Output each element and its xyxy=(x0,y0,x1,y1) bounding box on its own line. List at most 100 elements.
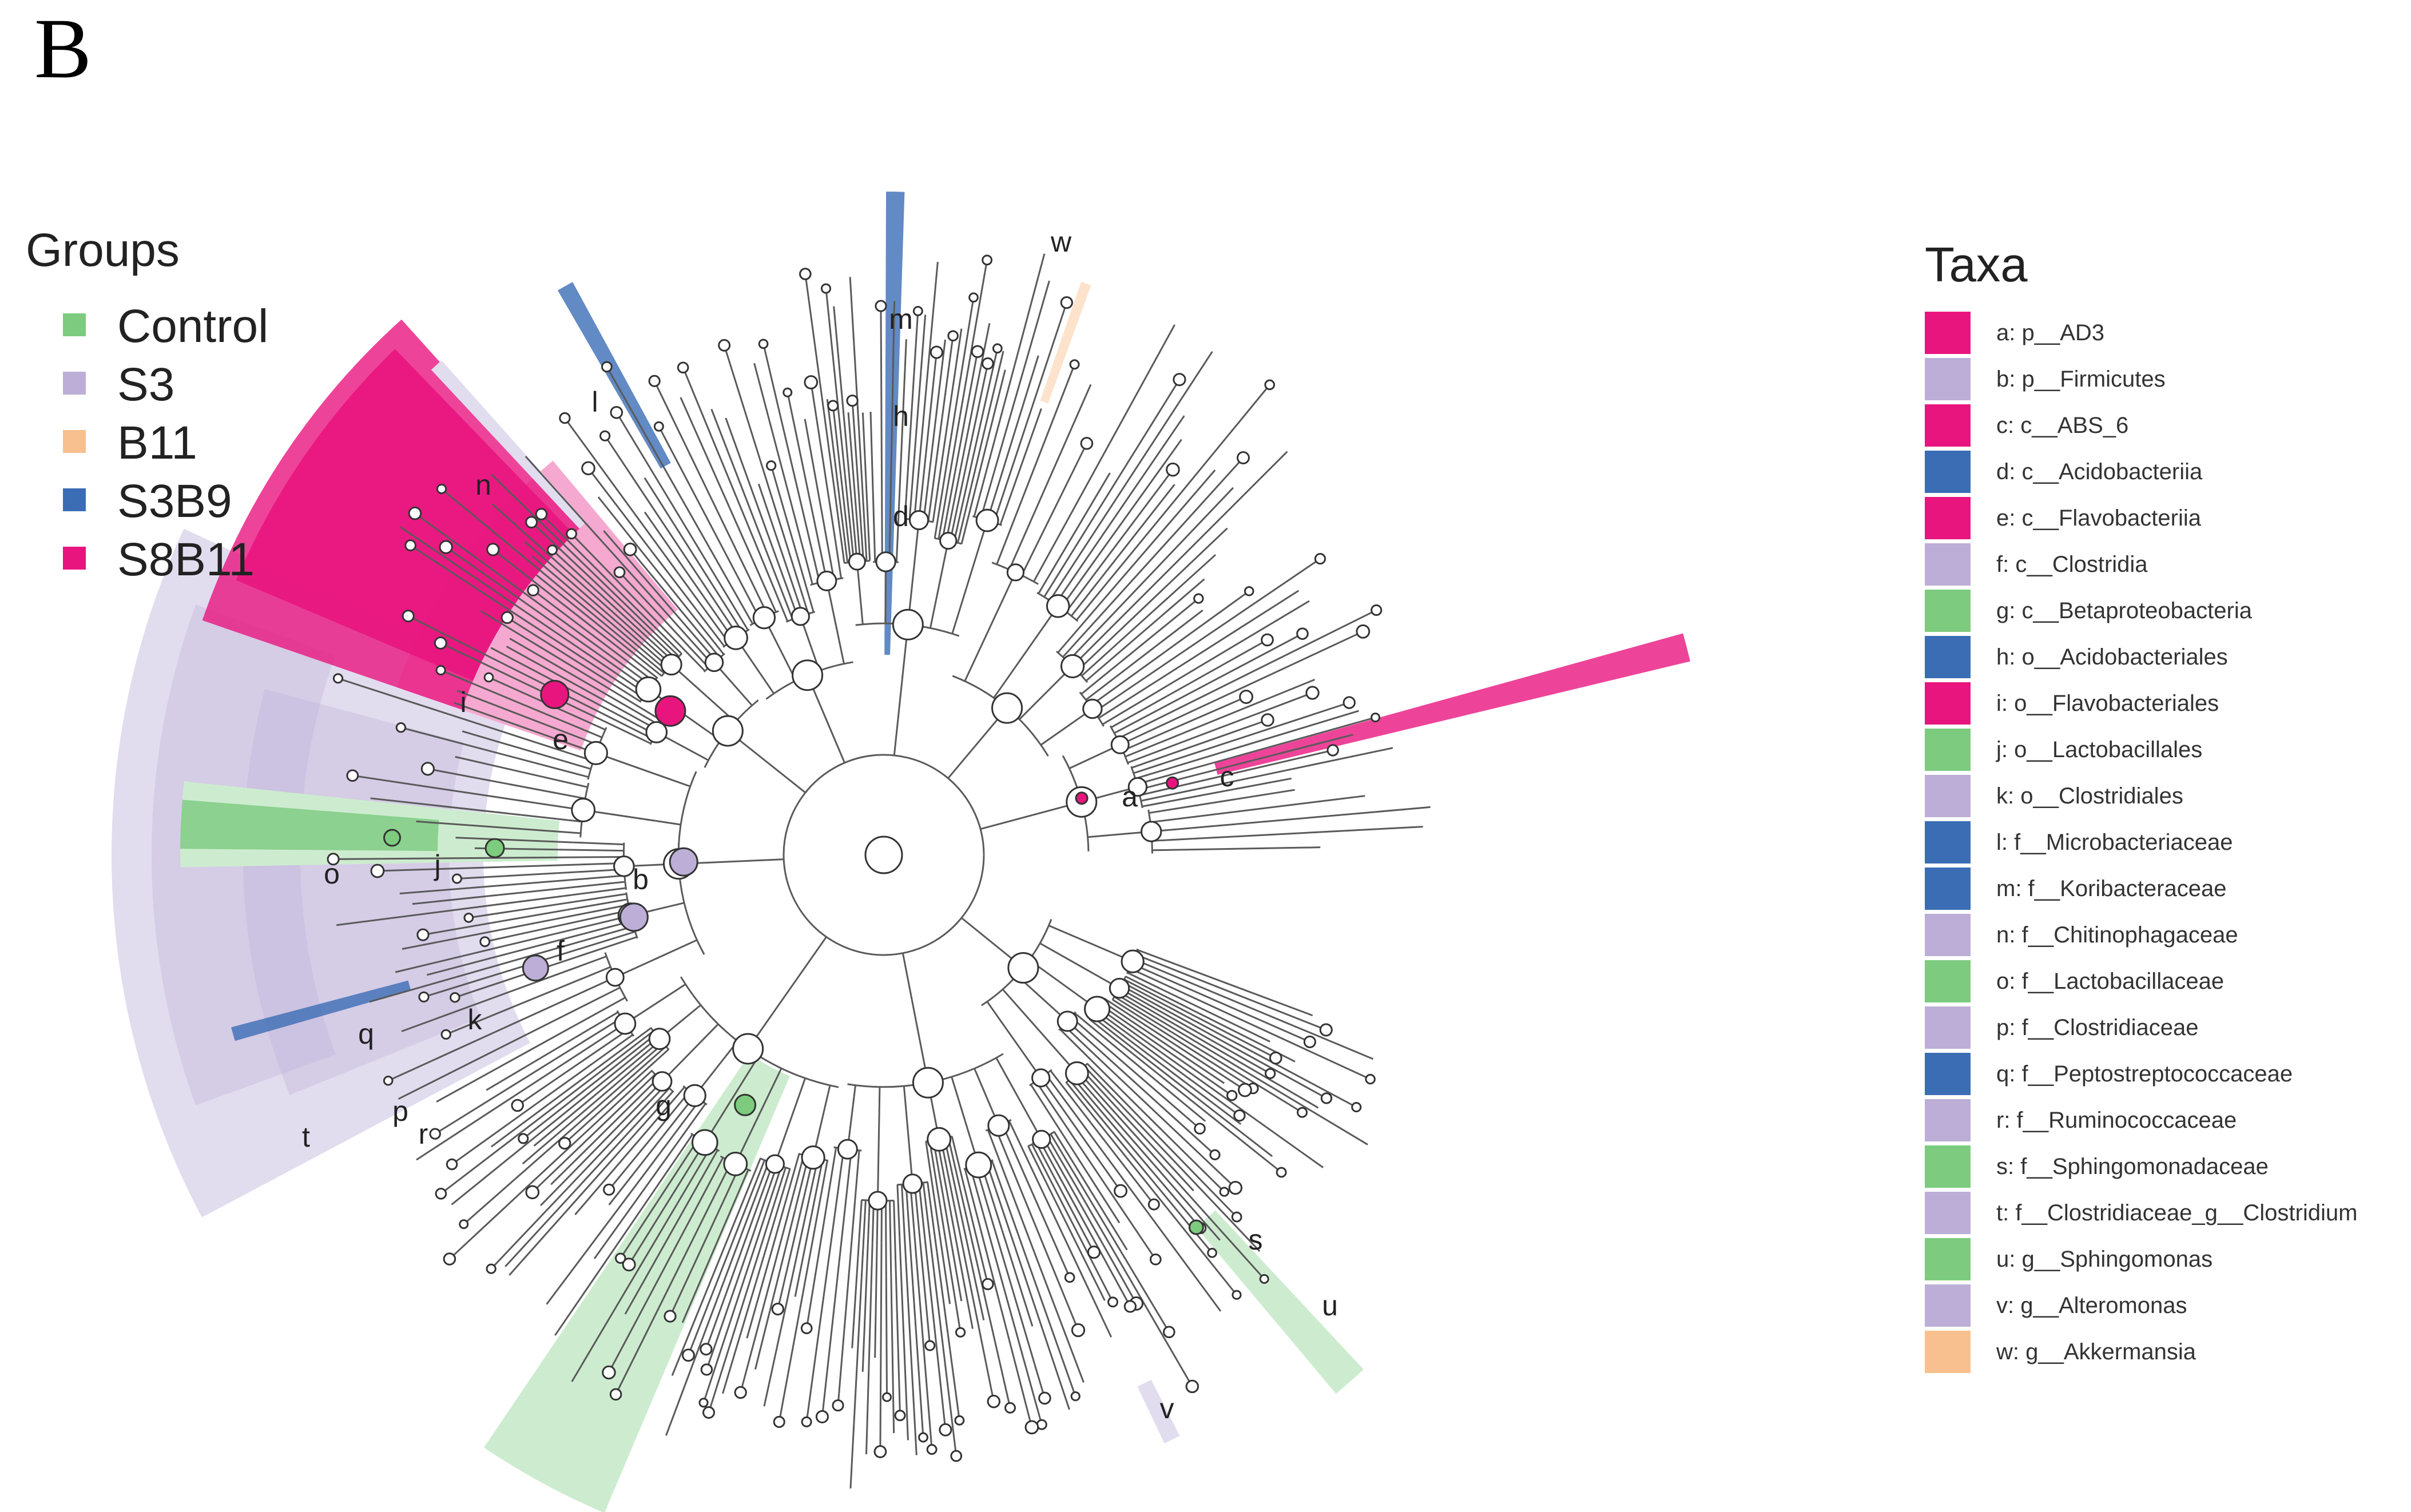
groups-legend-item: Control xyxy=(63,300,268,352)
tree-branch xyxy=(554,904,629,920)
tree-branch xyxy=(1175,1029,1368,1145)
tree-branch xyxy=(1127,972,1190,1004)
tree-branch xyxy=(525,456,673,620)
taxa-legend-item: t: f__Clostridiaceae_g__Clostridium xyxy=(1925,1192,2357,1234)
tree-branch xyxy=(932,486,939,522)
taxa-legend-label: s: f__Sphingomonadaceae xyxy=(1996,1154,2269,1179)
tree-node xyxy=(868,1191,888,1211)
tree-branch xyxy=(917,1224,931,1346)
tree-branch xyxy=(1048,925,1133,962)
taxa-swatch xyxy=(1925,1145,1971,1188)
tree-branch xyxy=(535,574,610,635)
tree-branch xyxy=(665,1227,745,1436)
clade-node-a xyxy=(1075,791,1089,805)
taxa-swatch xyxy=(1925,497,1971,539)
tree-branch xyxy=(660,1103,706,1167)
tree-branch xyxy=(416,820,503,829)
tree-branch xyxy=(1138,1047,1242,1125)
tree-branch xyxy=(427,932,589,976)
tree-branch xyxy=(468,899,587,919)
tree-branch xyxy=(993,605,1059,699)
tree-branch xyxy=(517,757,589,778)
tree-branch xyxy=(1087,1056,1225,1193)
tree-branch xyxy=(615,412,709,566)
tree-branch xyxy=(1103,469,1216,599)
tree-branch xyxy=(628,1183,681,1266)
tree-branch xyxy=(964,572,1016,682)
tree-branch xyxy=(1027,1145,1063,1215)
tree-node xyxy=(370,864,385,878)
tree-node xyxy=(1365,1073,1376,1085)
tree-branch xyxy=(669,1201,724,1317)
tree-node xyxy=(912,306,923,316)
tree-node xyxy=(894,1410,906,1422)
tree-branch xyxy=(1049,534,1094,601)
tree-branch xyxy=(635,1048,669,1079)
groups-legend: Groups Control S3 B11 S3B9 S8B11 xyxy=(26,224,268,586)
tree-branch xyxy=(807,675,846,763)
tree-node xyxy=(1232,1290,1242,1300)
tree-branch xyxy=(672,637,706,672)
tree-branch xyxy=(1020,524,1048,576)
tree-branch xyxy=(1019,665,1074,720)
clade-label-t: t xyxy=(302,1121,310,1153)
tree-node xyxy=(408,506,422,520)
tree-branch xyxy=(951,1076,980,1165)
tree-branch xyxy=(903,1086,913,1184)
tree-node xyxy=(908,510,930,531)
tree-branch xyxy=(1161,1052,1324,1168)
taxa-legend-label: w: g__Akkermansia xyxy=(1996,1339,2196,1364)
tree-branch xyxy=(1139,783,1187,797)
tree-branch xyxy=(710,408,767,551)
groups-legend-item: S3B9 xyxy=(63,475,232,527)
tree-branch xyxy=(705,1234,749,1350)
tree-branch xyxy=(876,1087,881,1201)
tree-node xyxy=(1207,1248,1217,1258)
tree-branch xyxy=(1110,695,1168,729)
tree-node xyxy=(1087,1246,1101,1259)
tree-node xyxy=(581,461,595,476)
group-swatch-s3b9 xyxy=(63,488,86,511)
tree-branch xyxy=(634,1087,670,1126)
tree-node xyxy=(947,330,959,342)
tree-branch xyxy=(370,797,521,816)
tree-node xyxy=(848,552,866,571)
tree-branch xyxy=(843,500,852,563)
tree-branch xyxy=(400,726,518,759)
tree-node xyxy=(583,741,608,765)
tree-branch xyxy=(614,939,698,978)
tree-node xyxy=(864,835,903,874)
tree-branch xyxy=(597,496,702,627)
tree-node xyxy=(434,636,447,650)
tree-branch xyxy=(950,351,979,493)
tree-branch xyxy=(454,702,543,735)
tree-branch xyxy=(876,1200,879,1262)
tree-branch xyxy=(436,1023,578,1103)
tree-branch xyxy=(1008,1184,1085,1383)
tree-branch xyxy=(694,1040,738,1096)
tree-branch xyxy=(889,301,896,487)
tree-node xyxy=(1032,1129,1051,1149)
tree-branch xyxy=(537,742,594,762)
clade-node-o xyxy=(383,829,402,847)
tree-branch xyxy=(624,1205,687,1315)
tree-branch xyxy=(908,462,915,520)
taxa-legend-item: c: c__ABS_6 xyxy=(1925,404,2128,447)
taxa-swatch xyxy=(1925,1331,1971,1373)
tree-branch xyxy=(594,672,641,702)
tree-branch xyxy=(608,1119,668,1191)
tree-node xyxy=(1185,1379,1199,1394)
tree-branch xyxy=(947,1137,963,1196)
tree-node xyxy=(648,1028,671,1051)
clade-label-r: r xyxy=(419,1118,428,1150)
tree-branch xyxy=(1151,825,1216,833)
tree-branch xyxy=(612,611,672,666)
tree-branch xyxy=(1135,1038,1240,1116)
tree-node xyxy=(1149,1253,1162,1266)
clade-label-u: u xyxy=(1322,1290,1338,1322)
taxa-legend-item: l: f__Microbacteriaceae xyxy=(1925,821,2233,864)
tree-branch xyxy=(1142,797,1189,807)
tree-branch xyxy=(1098,1049,1216,1156)
tree-branch xyxy=(1215,806,1431,827)
tree-branch xyxy=(440,1056,620,1195)
